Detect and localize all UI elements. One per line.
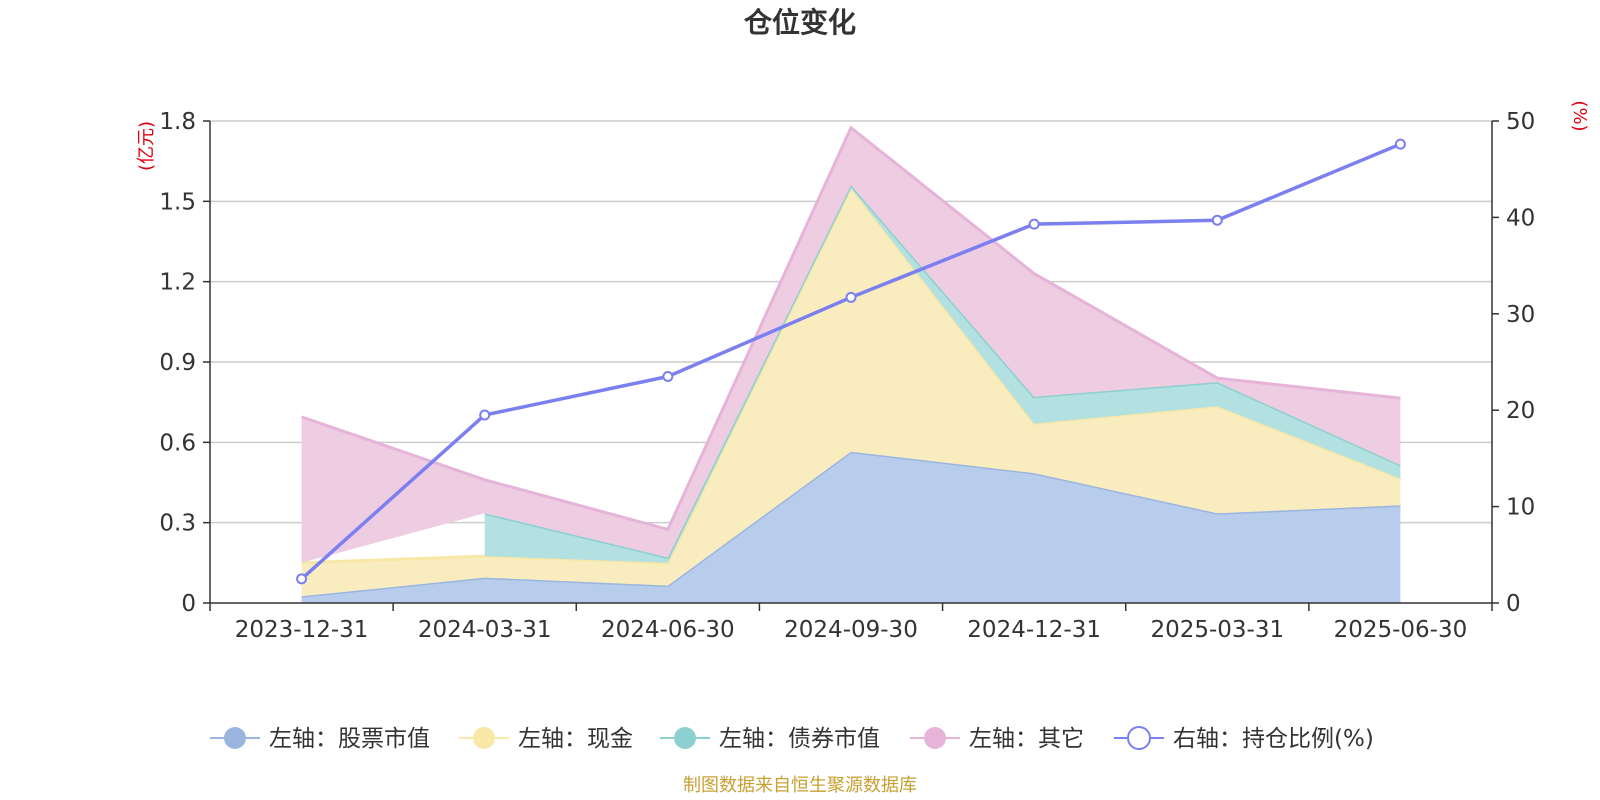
- x-axis-tick-label: 2023-12-31: [235, 617, 369, 643]
- ratio-line-point: [1394, 138, 1406, 150]
- right-axis-tick-label: 0: [1506, 591, 1521, 617]
- legend-label-ratio: 右轴：持仓比例(%): [1173, 726, 1374, 752]
- x-axis-tick-label: 2024-06-30: [601, 617, 735, 643]
- ratio-line-point: [479, 409, 491, 421]
- legend-label-stock: 左轴：股票市值: [269, 726, 430, 752]
- right-axis-tick-label: 50: [1506, 109, 1535, 135]
- legend-item-ratio[interactable]: 右轴：持仓比例(%): [1114, 726, 1374, 752]
- right-axis-tick-label: 30: [1506, 302, 1535, 328]
- area-series-2: [484, 185, 1401, 563]
- legend-item-other[interactable]: 左轴：其它: [910, 726, 1084, 752]
- legend: 左轴：股票市值 左轴：现金 左轴：债券市值 左轴：其它 右轴：持仓比例(%): [210, 726, 1374, 752]
- area-series-3-edge: [301, 125, 1401, 532]
- legend-swatch-bond-icon: [674, 727, 696, 749]
- left-axis-tick-label: 1.8: [159, 109, 196, 135]
- x-axis-tick-label: 2024-09-30: [784, 617, 918, 643]
- legend-swatch-other-icon: [924, 727, 946, 749]
- legend-swatch-cash-icon: [473, 727, 495, 749]
- holding-ratio-line: [296, 138, 1406, 585]
- right-axis-tick-label: 10: [1506, 495, 1535, 521]
- ratio-line-point: [1211, 214, 1223, 226]
- area-series-0: [301, 451, 1401, 603]
- chart-title: 仓位变化: [744, 6, 856, 39]
- left-axis-tick-label: 0.9: [159, 350, 196, 376]
- x-axis-tick-label: 2024-03-31: [418, 617, 552, 643]
- left-axis-tick-label: 1.2: [159, 270, 196, 296]
- left-axis-unit: (亿元): [136, 121, 157, 171]
- right-axis-tick-label: 40: [1506, 205, 1535, 231]
- left-axis-tick-label: 1.5: [159, 189, 196, 215]
- right-axis-tick-label: 20: [1506, 398, 1535, 424]
- axes: 0 0.3 0.6 0.9 1.2 1.5 1.8 0 10 20 30 40 50 2023-12-31…: [159, 109, 1535, 643]
- legend-label-other: 左轴：其它: [969, 726, 1084, 752]
- legend-item-bond[interactable]: 左轴：债券市值: [660, 726, 880, 752]
- legend-swatch-ratio-icon: [1127, 726, 1151, 750]
- left-axis-tick-label: 0.3: [159, 511, 196, 537]
- ratio-line-point: [296, 573, 308, 585]
- ratio-line-point: [1028, 218, 1040, 230]
- x-axis-tick-label: 2025-06-30: [1334, 617, 1468, 643]
- ratio-line-point: [845, 291, 857, 303]
- x-axis-tick-label: 2025-03-31: [1150, 617, 1284, 643]
- area-series-3: [301, 127, 1401, 563]
- left-axis-tick-label: 0: [181, 591, 196, 617]
- legend-label-cash: 左轴：现金: [518, 726, 633, 752]
- legend-label-bond: 左轴：债券市值: [719, 726, 880, 752]
- legend-swatch-stock-icon: [224, 727, 246, 749]
- source-note: 制图数据来自恒生聚源数据库: [683, 775, 917, 796]
- right-axis-unit: (%): [1569, 100, 1590, 131]
- stacked-areas: [301, 125, 1402, 603]
- left-axis-tick-label: 0.6: [159, 430, 196, 456]
- ratio-line-point: [662, 370, 674, 382]
- area-series-1: [301, 187, 1401, 597]
- legend-item-cash[interactable]: 左轴：现金: [459, 726, 633, 752]
- legend-item-stock[interactable]: 左轴：股票市值: [210, 726, 430, 752]
- x-axis-tick-label: 2024-12-31: [967, 617, 1101, 643]
